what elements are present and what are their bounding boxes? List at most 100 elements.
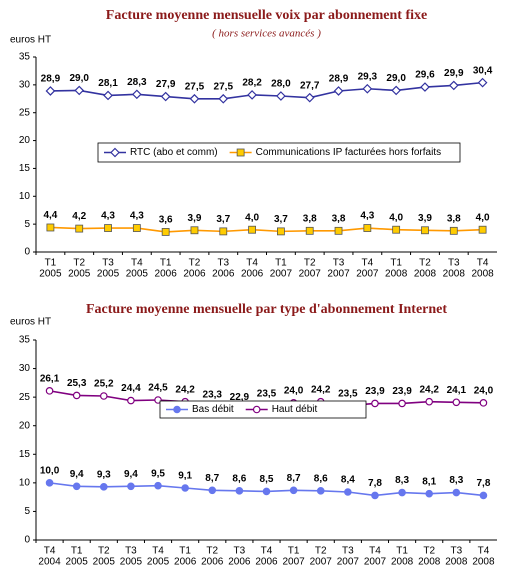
x-tick-label: T3	[102, 258, 114, 269]
x-tick-label: T1	[288, 546, 300, 557]
data-point	[277, 227, 285, 236]
data-label: 3,6	[159, 215, 173, 226]
data-point	[218, 93, 229, 104]
data-point	[248, 225, 256, 234]
legend-marker	[110, 147, 120, 158]
data-label: 8,7	[287, 473, 301, 484]
y-tick-label: 35	[19, 52, 31, 63]
x-tick-label: T3	[342, 546, 354, 557]
data-point	[99, 483, 108, 491]
x-tick-label: T1	[275, 258, 287, 269]
data-point	[189, 93, 200, 104]
x-tick-label: 2004	[38, 557, 61, 568]
x-tick-label: 2006	[241, 269, 264, 280]
x-tick-label: 2006	[201, 557, 224, 568]
data-label: 7,8	[476, 478, 490, 489]
data-point	[75, 224, 84, 233]
data-label: 8,5	[260, 474, 274, 485]
x-tick-label: 2005	[39, 269, 62, 280]
x-tick-label: 2007	[327, 269, 350, 280]
data-label: 25,2	[94, 379, 114, 390]
x-tick-label: 2006	[228, 557, 251, 568]
y-tick-label: 20	[19, 135, 31, 146]
x-tick-label: 2006	[174, 557, 197, 568]
data-point	[391, 85, 402, 96]
data-point	[131, 89, 142, 100]
data-point	[398, 488, 406, 497]
data-label: 3,8	[447, 213, 461, 224]
x-tick-label: 2008	[391, 557, 414, 568]
data-point	[72, 482, 81, 491]
data-point	[452, 398, 461, 407]
data-label: 3,9	[418, 213, 432, 224]
data-point	[316, 487, 325, 495]
x-tick-label: 2005	[126, 269, 149, 280]
data-label: 9,5	[151, 468, 165, 479]
x-tick-label: T3	[217, 258, 229, 269]
data-label: 24,1	[447, 385, 467, 396]
data-label: 23,9	[365, 386, 385, 397]
data-label: 7,8	[368, 478, 382, 489]
x-tick-label: 2007	[270, 269, 293, 280]
x-tick-label: 2005	[66, 557, 89, 568]
x-tick-label: T2	[189, 258, 201, 269]
x-tick-label: 2007	[337, 557, 360, 568]
data-label: 4,2	[72, 211, 86, 222]
legend-label: Haut débit	[272, 404, 318, 415]
data-point	[160, 91, 171, 102]
data-point	[208, 486, 217, 495]
x-tick-label: T3	[448, 258, 460, 269]
y-tick-label: 25	[19, 392, 31, 403]
data-point	[420, 82, 430, 92]
x-tick-label: 2008	[472, 557, 495, 568]
x-tick-label: 2006	[212, 269, 235, 280]
data-point	[127, 482, 135, 491]
legend-label: Communications IP facturées hors forfait…	[256, 147, 441, 158]
data-label: 27,5	[214, 81, 234, 92]
data-label: 8,6	[232, 473, 246, 484]
data-point	[219, 227, 228, 236]
data-label: 29,6	[415, 70, 435, 81]
y-axis-label: euros HT	[10, 35, 51, 46]
x-tick-label: 2006	[183, 269, 206, 280]
data-label: 28,2	[242, 78, 262, 89]
data-label: 28,0	[271, 79, 291, 90]
data-point	[127, 396, 135, 405]
data-point	[425, 489, 434, 498]
data-point	[289, 486, 298, 495]
data-point	[392, 225, 401, 234]
x-tick-label: 2007	[299, 269, 322, 280]
data-label: 23,5	[257, 388, 277, 399]
data-label: 29,3	[358, 71, 378, 82]
chart-title: Facture moyenne mensuelle voix par abonn…	[106, 8, 427, 23]
legend-marker	[236, 148, 245, 157]
data-point	[72, 391, 81, 400]
x-tick-label: 2008	[418, 557, 441, 568]
x-tick-label: T4	[152, 546, 164, 557]
y-tick-label: 0	[24, 247, 30, 258]
data-label: 8,4	[341, 475, 355, 486]
y-tick-label: 15	[19, 163, 31, 174]
y-axis-label: euros HT	[10, 317, 51, 328]
data-label: 23,3	[203, 389, 223, 400]
data-label: 28,9	[41, 74, 61, 85]
x-tick-label: T4	[44, 546, 56, 557]
data-point	[477, 77, 488, 88]
data-label: 8,1	[422, 476, 436, 487]
x-tick-label: 2005	[97, 269, 120, 280]
data-label: 28,3	[127, 77, 147, 88]
data-point	[421, 226, 429, 235]
data-label: 22,9	[230, 392, 250, 403]
data-label: 23,5	[338, 388, 358, 399]
data-label: 4,0	[389, 212, 403, 223]
x-tick-label: T4	[369, 546, 381, 557]
legend-marker	[173, 405, 181, 414]
data-label: 4,0	[476, 212, 490, 223]
x-tick-label: T1	[390, 258, 402, 269]
x-tick-label: 2006	[155, 269, 178, 280]
data-point	[190, 226, 199, 235]
x-tick-label: T4	[246, 258, 258, 269]
y-tick-label: 0	[24, 535, 30, 546]
data-label: 9,1	[178, 471, 192, 482]
